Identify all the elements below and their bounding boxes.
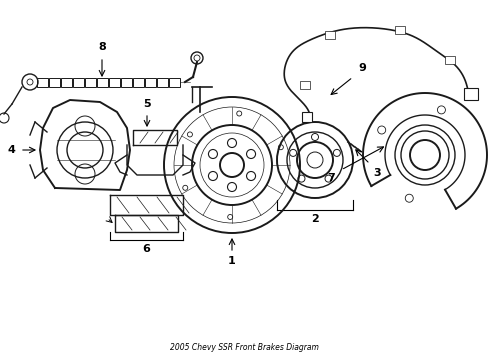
Text: 8: 8 [98,42,106,52]
Text: 3: 3 [372,168,380,178]
Text: 9: 9 [357,63,365,73]
Bar [169,77,180,86]
Bar [73,77,84,86]
Bar [157,77,168,86]
Bar [49,77,60,86]
Bar [85,77,96,86]
Text: 1: 1 [228,256,235,266]
Bar [325,31,334,39]
Bar [145,77,156,86]
Bar [133,77,143,86]
Bar [121,77,132,86]
Bar [109,77,120,86]
Bar [302,112,311,122]
Text: 6: 6 [142,244,150,254]
Text: 7: 7 [326,173,334,183]
Bar [463,88,477,100]
Text: 2: 2 [310,214,318,224]
Bar [299,81,309,89]
Bar [444,56,454,64]
Bar [394,26,404,34]
Text: 4: 4 [7,145,15,155]
Bar [61,77,72,86]
Bar [37,77,48,86]
Text: 5: 5 [143,99,150,109]
Text: 2005 Chevy SSR Front Brakes Diagram: 2005 Chevy SSR Front Brakes Diagram [169,343,318,352]
Bar [97,77,108,86]
